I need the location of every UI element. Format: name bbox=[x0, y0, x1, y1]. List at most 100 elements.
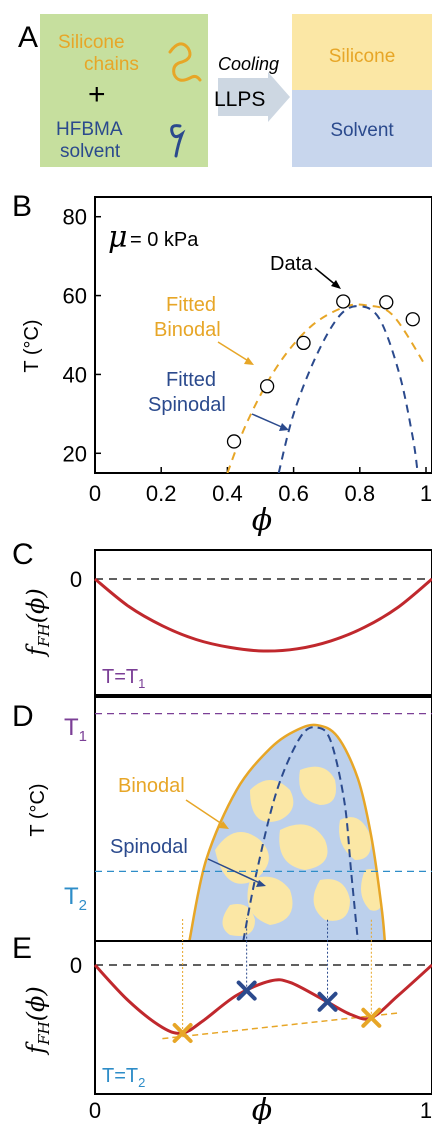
plot-e-guides bbox=[162, 918, 399, 1040]
solvent-molecule-icon bbox=[170, 124, 186, 158]
blob-6 bbox=[247, 876, 293, 925]
silicone-phase-label: Silicone bbox=[329, 46, 396, 67]
spinodal-label-arrow bbox=[207, 858, 263, 885]
blob-1 bbox=[250, 780, 294, 822]
solvent-phase-label: Solvent bbox=[330, 120, 394, 141]
plot-c-ylabel: fFH(ϕ) bbox=[22, 588, 53, 657]
spinodal-label: Spinodal bbox=[110, 836, 188, 858]
plot-c-zero-tick: 0 bbox=[70, 567, 82, 592]
plus-sign: + bbox=[88, 78, 106, 111]
panel-c: C 0 fFH(ϕ) T=T1 bbox=[12, 538, 432, 696]
plot-e-xtick-1: 1 bbox=[420, 1098, 432, 1123]
data-annotation: Data bbox=[270, 253, 313, 275]
panel-a-label: A bbox=[18, 21, 38, 54]
solvent-phase bbox=[292, 90, 432, 167]
cooling-label: Cooling bbox=[218, 54, 279, 74]
hfbma-text: HFBMA bbox=[56, 119, 123, 140]
plot-b-data-points bbox=[226, 294, 420, 449]
panel-c-label: C bbox=[12, 538, 34, 571]
ylabel-arg: (ϕ) bbox=[22, 588, 50, 623]
plot-b-ytick-label: 80 bbox=[63, 205, 87, 230]
binodal-arrow bbox=[217, 341, 251, 363]
plot-b-xlabel: ϕ bbox=[252, 503, 272, 538]
plot-b-ytick-label: 40 bbox=[63, 362, 87, 387]
plot-e-ylabel: fFH(ϕ) bbox=[22, 986, 53, 1055]
plot-b-ytick-label: 60 bbox=[63, 284, 87, 309]
data-point bbox=[296, 335, 311, 351]
blob-7 bbox=[313, 879, 350, 921]
panel-e-label: E bbox=[12, 932, 32, 965]
plot-b-curves bbox=[226, 303, 427, 473]
blob-2 bbox=[299, 766, 336, 805]
plot-b-xtick-label: 1 bbox=[420, 481, 432, 506]
panel-b-label: B bbox=[12, 190, 32, 223]
spinodal-label-arrowhead bbox=[256, 880, 266, 887]
plot-b-xtick-label: 0.6 bbox=[278, 481, 309, 506]
spinodal-annotation-2: Spinodal bbox=[148, 394, 226, 416]
t2-label: T2 bbox=[64, 883, 87, 914]
data-point bbox=[379, 295, 394, 310]
data-point bbox=[226, 434, 242, 449]
data-arrow bbox=[314, 267, 338, 287]
data-point bbox=[405, 312, 420, 327]
mu-value: = 0 kPa bbox=[130, 229, 199, 251]
polymer-chain-icon bbox=[168, 42, 202, 82]
data-point bbox=[259, 379, 275, 394]
ylabel-sub: FH bbox=[35, 622, 53, 647]
mu-symbol: μ bbox=[108, 220, 128, 255]
binodal-label-arrow bbox=[185, 799, 226, 827]
ylabel-arg-e: (ϕ) bbox=[22, 986, 50, 1021]
free-energy-curve-t1 bbox=[94, 577, 432, 653]
solvent-text: solvent bbox=[60, 141, 121, 162]
plot-b-xtick-label: 0.2 bbox=[146, 481, 177, 506]
fitted-spinodal-line bbox=[277, 305, 419, 473]
plot-e-xtick-0: 0 bbox=[89, 1098, 101, 1123]
spinodal-marker bbox=[317, 991, 338, 1012]
spinodal-arrowhead bbox=[279, 423, 289, 431]
binodal-marker bbox=[361, 1007, 382, 1028]
plot-c-temp-label: T=T1 bbox=[102, 666, 145, 691]
binodal-label: Binodal bbox=[118, 775, 185, 797]
panel-d: D T1 T2 T (°C) Binodal Spinodal bbox=[12, 696, 432, 942]
binodal-marker bbox=[172, 1023, 193, 1043]
panel-a: A Silicone chains + HFBMA solvent Coolin… bbox=[18, 14, 432, 167]
ylabel-sub-e: FH bbox=[35, 1020, 53, 1045]
blob-4 bbox=[279, 824, 328, 870]
svg-text:fFH(ϕ): fFH(ϕ) bbox=[22, 986, 53, 1055]
plot-b-xtick-label: 0.8 bbox=[345, 481, 376, 506]
process-arrow bbox=[218, 72, 290, 122]
plot-e-frame bbox=[94, 940, 432, 1095]
plot-b-xtick-label: 0.4 bbox=[212, 481, 243, 506]
plot-e-temp-label: T=T2 bbox=[102, 1065, 145, 1090]
plot-e-markers bbox=[172, 980, 382, 1043]
data-arrowhead bbox=[331, 280, 341, 289]
silicone-phase bbox=[292, 14, 432, 90]
spinodal-marker bbox=[236, 980, 257, 1001]
plot-b-ytick-label: 20 bbox=[63, 441, 87, 466]
plot-b-ticks: 0 0.2 0.4 0.6 0.8 1 20 40 60 80 bbox=[63, 205, 432, 506]
spinodal-curve bbox=[242, 726, 359, 942]
plot-c-frame bbox=[94, 549, 432, 696]
svg-text:fFH(ϕ): fFH(ϕ) bbox=[22, 588, 53, 657]
binodal-label-arrowhead bbox=[219, 821, 229, 829]
plot-b-frame bbox=[94, 196, 432, 474]
binodal-annotation-1: Fitted bbox=[166, 294, 216, 316]
fitted-binodal-line bbox=[226, 303, 427, 473]
silicone-chains-text-1: Silicone bbox=[58, 32, 125, 53]
plot-e-xlabel: ϕ bbox=[252, 1093, 272, 1124]
spinodal-arrow bbox=[251, 413, 285, 429]
silicone-chains-text-2: chains bbox=[84, 54, 139, 75]
binodal-curve bbox=[188, 723, 387, 942]
spinodal-annotation-1: Fitted bbox=[166, 369, 216, 391]
panel-e: E 0 fFH(ϕ) T=T2 0 1 ϕ bbox=[12, 918, 432, 1128]
binodal-annotation-2: Binodal bbox=[154, 319, 221, 341]
panel-d-label: D bbox=[12, 700, 34, 733]
plot-d-ylabel: T (°C) bbox=[27, 783, 49, 836]
data-point bbox=[336, 294, 351, 309]
binodal-arrowhead bbox=[244, 357, 254, 365]
plot-e-zero-tick: 0 bbox=[70, 953, 82, 978]
blob-9 bbox=[222, 904, 255, 936]
llps-label: LLPS bbox=[214, 88, 265, 111]
